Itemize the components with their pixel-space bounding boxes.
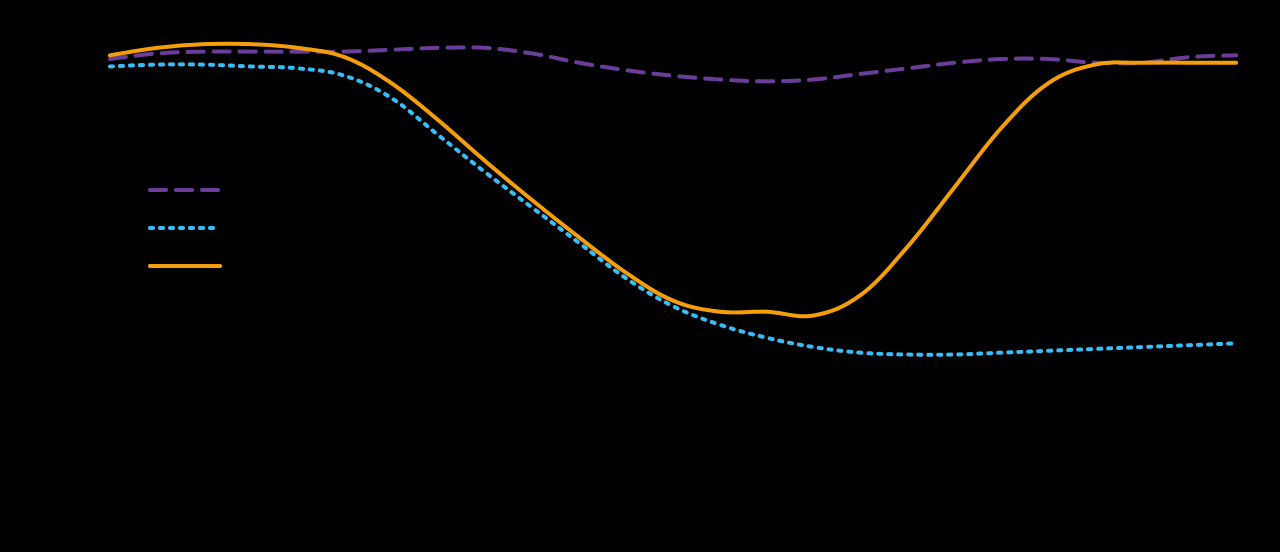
x-tick-label: 15 (473, 474, 497, 499)
y-tick-label: -4 (76, 231, 96, 256)
x-tick-label: 22 (802, 474, 826, 499)
line-chart-svg: -10-8-6-4-202070809101112131415161718192… (0, 0, 1280, 552)
y-tick-label: -6 (76, 305, 96, 330)
x-tick-label: 23 (848, 474, 872, 499)
y-tick-label: -10 (64, 454, 96, 479)
x-tick-label: 01 (942, 474, 966, 499)
x-tick-label: 17 (567, 474, 591, 499)
x-tick-label: 05 (1130, 474, 1154, 499)
x-tick-label: 14 (426, 474, 450, 499)
x-tick-label: 20 (708, 474, 732, 499)
y-tick-label: -2 (76, 157, 96, 182)
x-tick-label: 10 (239, 474, 263, 499)
legend-label: MSTIDs (236, 178, 315, 203)
x-tick-label: 13 (379, 474, 403, 499)
x-tick-label: 11 (286, 474, 309, 499)
x-tick-label: 19 (661, 474, 685, 499)
x-axis-title: Local Time (615, 519, 731, 546)
x-tick-label: 00 (895, 474, 919, 499)
x-tick-label: 16 (520, 474, 544, 499)
x-tick-label: 06 (1177, 474, 1201, 499)
x-tick-label: 21 (755, 474, 779, 499)
x-tick-label: 12 (332, 474, 356, 499)
legend-label: LSTIDs and MSTIDs (236, 254, 438, 279)
chart-bg (0, 0, 1280, 552)
y-tick-label: 0 (84, 82, 96, 107)
x-tick-label: 18 (614, 474, 638, 499)
y-axis-title: ΔTEC (TECu) (9, 169, 36, 317)
y-tick-label: 2 (84, 8, 96, 33)
x-tick-label: 03 (1036, 474, 1060, 499)
y-tick-label: -8 (76, 380, 96, 405)
x-tick-label: 02 (989, 474, 1013, 499)
x-tick-label: 07 (98, 474, 122, 499)
x-tick-label: 09 (192, 474, 216, 499)
x-tick-label: 08 (145, 474, 169, 499)
legend-label: LSTIDs (236, 216, 309, 241)
x-tick-label: 04 (1083, 474, 1107, 499)
chart-container: -10-8-6-4-202070809101112131415161718192… (0, 0, 1280, 552)
